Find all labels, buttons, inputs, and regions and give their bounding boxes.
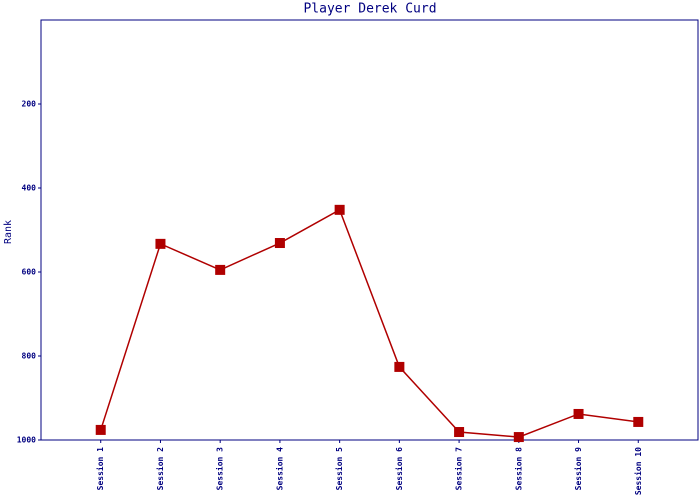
point-marker xyxy=(394,361,405,372)
x-tick-label: Session 2 xyxy=(155,447,165,491)
y-tick-label: 800 xyxy=(22,352,37,361)
point-marker xyxy=(454,427,465,438)
x-tick-label: Session 4 xyxy=(274,447,284,491)
y-axis-label: Rank xyxy=(3,220,14,244)
point-marker xyxy=(573,408,584,419)
y-tick-label: 400 xyxy=(22,184,37,193)
x-tick-label: Session 8 xyxy=(513,447,523,491)
point-marker xyxy=(513,432,524,443)
y-tick-label: 600 xyxy=(22,268,37,277)
point-marker xyxy=(633,416,644,427)
x-tick-label: Session 7 xyxy=(454,447,464,491)
y-tick-label: 200 xyxy=(22,100,37,109)
point-marker xyxy=(95,424,106,435)
x-tick-label: Session 5 xyxy=(334,447,344,491)
chart-title: Player Derek Curd xyxy=(303,2,436,17)
x-tick-label: Session 10 xyxy=(633,447,643,495)
point-marker xyxy=(274,238,285,249)
series-line xyxy=(100,208,639,438)
x-tick-label: Session 9 xyxy=(573,447,583,491)
x-tick-label: Session 1 xyxy=(95,447,105,491)
x-tick-label: Session 6 xyxy=(394,447,404,491)
plot-frame xyxy=(40,19,699,441)
point-marker xyxy=(215,264,226,275)
point-marker xyxy=(155,238,166,249)
y-tick-label: 1000 xyxy=(17,436,36,445)
point-marker xyxy=(334,204,345,215)
x-tick-label: Session 3 xyxy=(215,447,225,491)
